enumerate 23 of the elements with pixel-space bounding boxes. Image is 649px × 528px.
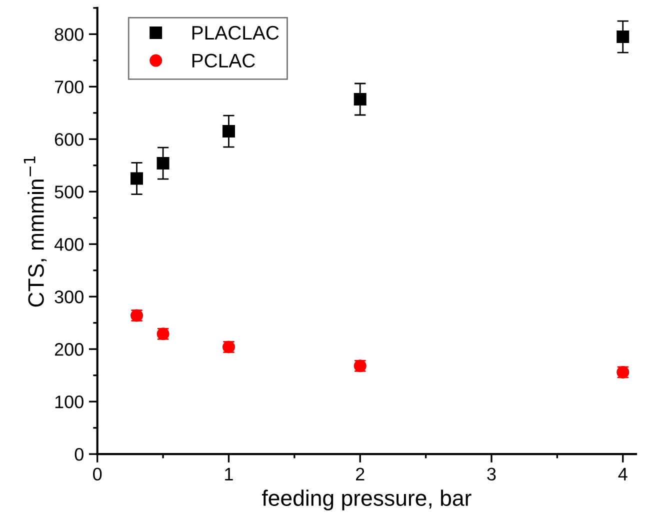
x-tick-label: 2	[356, 468, 364, 480]
y-tick-label: 400	[54, 238, 84, 251]
y-tick-label: 800	[54, 28, 84, 41]
x-tick-label: 3	[487, 468, 496, 481]
point	[156, 157, 170, 170]
y-tick-label: 300	[54, 290, 84, 304]
y-tick-label: 600	[54, 133, 84, 146]
point	[222, 125, 235, 138]
x-tick-label: 1	[225, 468, 233, 480]
y-tick-label: 0	[74, 448, 84, 461]
y-tick-label: 200	[54, 343, 84, 356]
legend-label: PCLAC	[192, 54, 255, 68]
y-axis-title: CTS, mmmin$^{−1}$	[24, 156, 47, 307]
x-tick-label: 0	[93, 468, 102, 481]
point	[616, 30, 630, 44]
y-tick-label: 500	[54, 186, 84, 198]
point	[354, 93, 366, 106]
x-tick-label: 4	[618, 468, 628, 480]
point	[130, 172, 144, 185]
y-tick-label: 700	[54, 80, 84, 94]
y-tick-label: 100	[55, 396, 84, 408]
x-axis-title: feeding pressure, bar	[262, 490, 472, 510]
legend-label: PLACLAC	[192, 26, 279, 40]
